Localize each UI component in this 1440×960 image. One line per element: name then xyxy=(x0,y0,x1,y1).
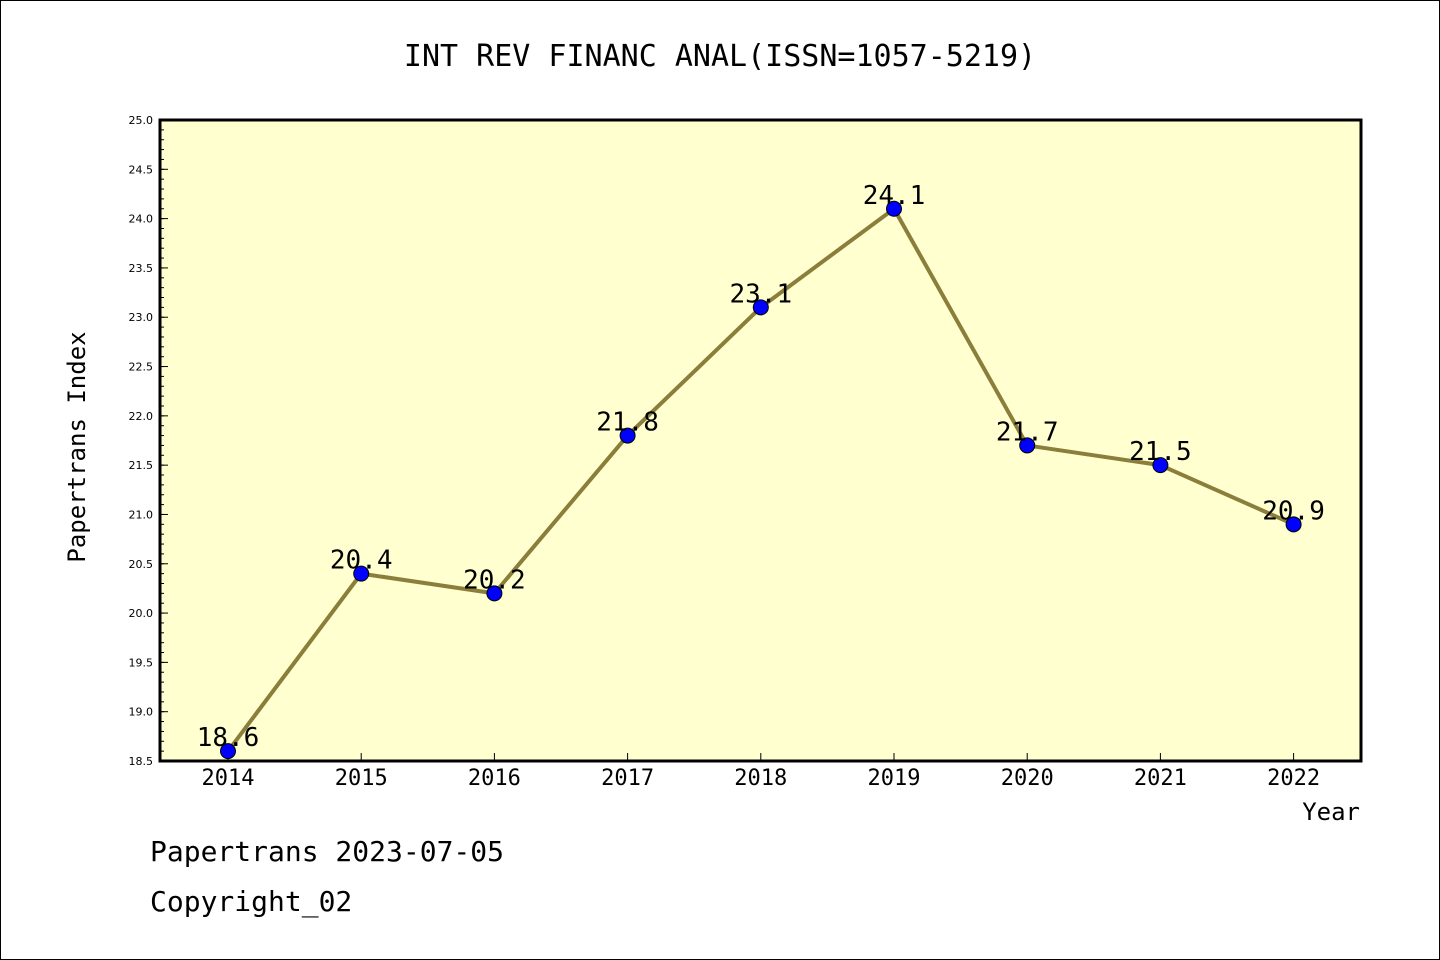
y-tick-label: 20.5 xyxy=(129,558,154,571)
data-label: 21.7 xyxy=(996,417,1059,447)
y-tick-label: 21.0 xyxy=(129,508,154,521)
data-point xyxy=(752,299,769,316)
x-tick-label: 2019 xyxy=(868,766,921,791)
y-tick-label: 23.5 xyxy=(129,262,154,275)
y-tick-label: 19.5 xyxy=(129,656,154,669)
y-tick-label: 22.5 xyxy=(129,361,154,374)
y-axis: 18.5 19.0 19.5 20.0 20.5 21.0 21.5 22.0 22.5 23.0… xyxy=(129,114,168,768)
x-tick-label: 2020 xyxy=(1001,766,1054,791)
data-label: 21.5 xyxy=(1129,437,1192,467)
data-label: 21.8 xyxy=(596,408,659,438)
y-tick-label: 21.5 xyxy=(129,459,154,472)
data-label: 18.6 xyxy=(197,723,260,753)
y-tick-label: 24.5 xyxy=(129,163,154,176)
data-point xyxy=(1285,516,1302,533)
data-point xyxy=(1019,437,1036,454)
x-tick-label: 2022 xyxy=(1267,766,1320,791)
x-tick-label: 2017 xyxy=(601,766,654,791)
x-tick-label: 2018 xyxy=(734,766,787,791)
x-tick-label: 2015 xyxy=(335,766,388,791)
data-labels: 18.6 20.4 20.2 21.8 23.1 24.1 21.7 21.5 20.9 xyxy=(197,181,1325,753)
data-point xyxy=(886,200,902,217)
data-label: 20.4 xyxy=(330,546,393,576)
data-label: 24.1 xyxy=(863,181,926,211)
y-axis-label: Papertrans Index xyxy=(63,331,91,562)
plot-area xyxy=(158,118,1363,763)
data-label: 20.2 xyxy=(463,565,526,595)
x-axis: 2014 2015 2016 2017 2018 2019 2020 2021 2022 xyxy=(202,753,1320,791)
y-tick-label: 23.0 xyxy=(129,311,154,324)
data-point xyxy=(1152,457,1169,474)
footer-date: Papertrans 2023-07-05 xyxy=(150,835,505,868)
y-tick-label: 19.0 xyxy=(129,706,154,719)
y-tick-label: 20.0 xyxy=(129,607,154,620)
y-tick-label: 18.5 xyxy=(129,755,154,768)
data-point xyxy=(220,743,236,760)
data-point xyxy=(619,427,636,444)
series-markers xyxy=(220,200,1302,760)
y-tick-label: 25.0 xyxy=(129,114,154,127)
data-point xyxy=(486,585,503,602)
y-tick-label: 24.0 xyxy=(129,213,154,226)
x-tick-label: 2021 xyxy=(1134,766,1187,791)
x-tick-label: 2016 xyxy=(468,766,521,791)
x-axis-label: Year xyxy=(1302,798,1360,826)
chart-title: INT REV FINANC ANAL(ISSN=1057-5219) xyxy=(404,39,1036,74)
x-tick-label: 2014 xyxy=(202,766,255,791)
data-point xyxy=(353,565,370,582)
data-label: 23.1 xyxy=(729,279,792,309)
data-label: 20.9 xyxy=(1262,496,1325,526)
footer-copyright: Copyright_02 xyxy=(150,885,353,918)
y-tick-label: 22.0 xyxy=(129,410,154,423)
